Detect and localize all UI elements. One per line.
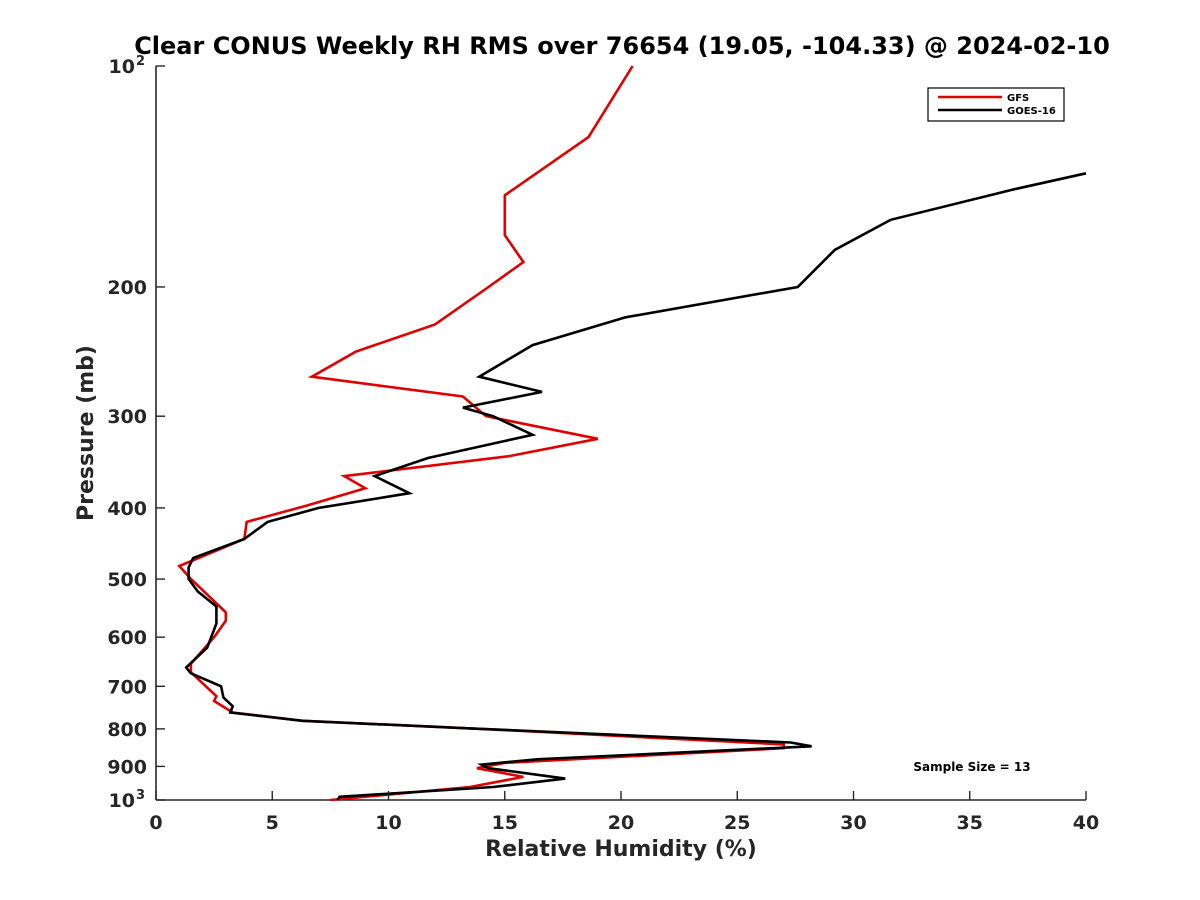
x-tick-label: 15 — [492, 812, 518, 834]
chart-title: Clear CONUS Weekly RH RMS over 76654 (19… — [134, 32, 1110, 60]
y-axis-label: Pressure (mb) — [74, 345, 99, 521]
y-tick-label: 300 — [107, 406, 147, 428]
y-tick-label: 700 — [107, 676, 147, 698]
x-axis-label: Relative Humidity (%) — [485, 837, 757, 862]
y-tick-label: 400 — [107, 498, 147, 520]
y-tick-label: 10 — [109, 56, 135, 78]
y-tick-label: 800 — [107, 719, 147, 741]
legend-label-goes16: GOES-16 — [1007, 106, 1056, 117]
series-line-goes16 — [184, 172, 1087, 801]
y-tick-exponent: 3 — [136, 788, 145, 803]
sample-size-annotation: Sample Size = 13 — [913, 760, 1030, 774]
x-axis-ticks: 0 5 10 15 20 25 30 35 40 — [149, 791, 1099, 834]
legend-label-gfs: GFS — [1007, 93, 1029, 104]
y-tick-label: 500 — [107, 569, 147, 591]
legend-box — [927, 87, 1065, 122]
x-tick-label: 10 — [375, 812, 401, 834]
x-tick-label: 30 — [840, 812, 866, 834]
legend: GFS GOES-16 — [927, 87, 1065, 122]
x-tick-label: 0 — [149, 812, 162, 834]
x-tick-label: 35 — [957, 812, 983, 834]
plot-background — [156, 66, 1086, 800]
plot-area — [155, 66, 1086, 801]
x-tick-label: 25 — [724, 812, 750, 834]
series-layer — [177, 65, 1087, 802]
x-tick-label: 5 — [266, 812, 279, 834]
x-tick-label: 40 — [1073, 812, 1099, 834]
y-tick-label: 900 — [107, 756, 147, 778]
y-tick-label: 10 — [109, 790, 135, 812]
x-tick-label: 20 — [608, 812, 634, 834]
y-tick-label: 600 — [107, 627, 147, 649]
series-line-gfs — [177, 65, 786, 802]
y-tick-label: 200 — [107, 277, 147, 299]
y-tick-exponent: 2 — [136, 54, 145, 69]
